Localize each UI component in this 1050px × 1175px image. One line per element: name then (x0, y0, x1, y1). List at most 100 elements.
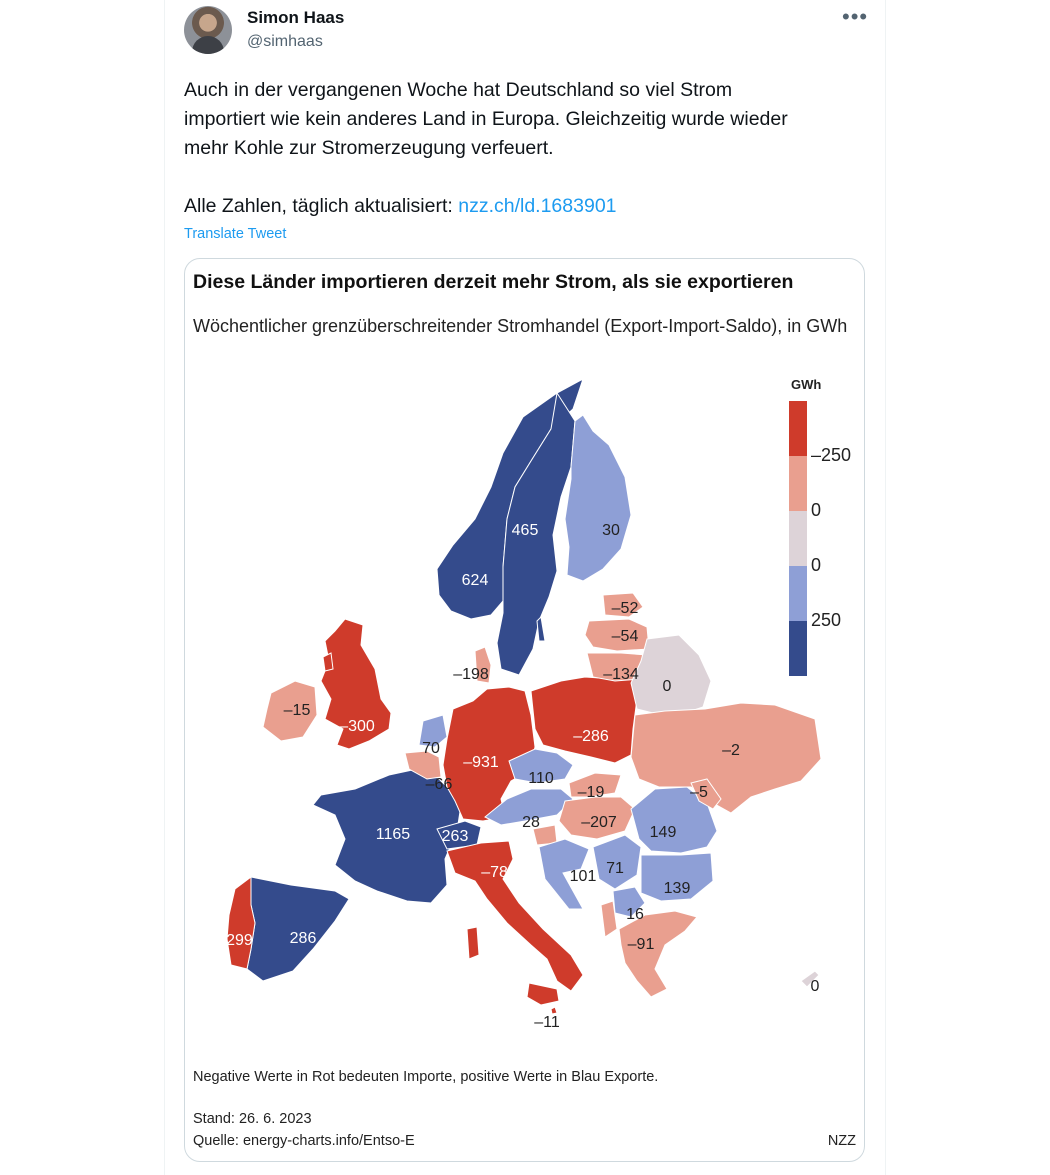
country-poland (530, 674, 638, 764)
value-label-belarus: 0 (663, 678, 672, 695)
value-label-serbia: 71 (606, 860, 624, 877)
country-belgium (404, 750, 442, 780)
value-label-germany: –931 (463, 754, 499, 771)
country-shapes (226, 377, 822, 1015)
country-romania (630, 786, 718, 854)
value-label-poland: –286 (573, 728, 609, 745)
value-label-denmark: –198 (453, 666, 489, 683)
country-ireland (262, 680, 318, 742)
country-netherlands (418, 714, 448, 748)
country-albania (600, 900, 618, 938)
value-label-latvia: –54 (612, 628, 639, 645)
value-label-slovakia: –19 (578, 784, 605, 801)
value-label-spain: 286 (290, 930, 317, 947)
value-label-ireland: –15 (284, 702, 311, 719)
chart-source: Quelle: energy-charts.info/Entso-E (193, 1133, 415, 1149)
chart-note: Negative Werte in Rot bedeuten Importe, … (193, 1069, 659, 1085)
tweet-spacer (184, 163, 864, 192)
value-label-czechia: 110 (528, 770, 554, 787)
more-dots-icon[interactable]: ••• (842, 4, 869, 29)
value-label-uk: –300 (339, 718, 375, 735)
country-moldova (690, 778, 722, 810)
legend-swatch (789, 566, 807, 621)
value-label-cyprus: 0 (811, 978, 820, 995)
value-label-romania: 149 (650, 824, 677, 841)
country-slovakia (568, 772, 622, 798)
chart-card[interactable]: Diese Länder importieren derzeit mehr St… (184, 258, 865, 1162)
country-spain (246, 876, 350, 982)
country-portugal (226, 876, 256, 970)
country-austria (484, 788, 574, 826)
country-switzerland (436, 820, 482, 850)
value-label-italy: –780 (481, 864, 517, 881)
value-label-lithuania: –134 (603, 666, 639, 683)
country-ukraine (630, 702, 822, 814)
value-label-switzerland: 263 (442, 828, 469, 845)
author-handle[interactable]: @simhaas (247, 33, 323, 50)
link-prefix: Alle Zahlen, täglich aktualisiert: (184, 195, 459, 217)
legend-label: –250 (811, 445, 851, 465)
tweet-text: Auch in der vergangenen Woche hat Deutsc… (184, 76, 864, 221)
value-label-netherlands: 70 (422, 740, 440, 757)
country-croatia (538, 838, 590, 910)
value-label-hungary: –207 (581, 814, 617, 831)
legend-swatch (789, 511, 807, 566)
country-czechia (508, 748, 574, 784)
value-label-portugal: –299 (217, 932, 253, 949)
map-legend: GWh –250 0 0 250 (789, 377, 851, 676)
country-hungary (558, 796, 636, 840)
chart-date: Stand: 26. 6. 2023 (193, 1111, 312, 1127)
value-label-croatia: 101 (570, 868, 597, 885)
legend-label: 250 (811, 610, 841, 630)
europe-map: GWh –250 0 0 250 –15 –300 70 –66 1165 26… (217, 377, 851, 1031)
chart-brand: NZZ (827, 1133, 856, 1149)
value-label-austria: 28 (522, 814, 540, 831)
value-label-bulgaria: 139 (664, 880, 691, 897)
value-label-moldova: –5 (690, 784, 708, 801)
value-label-north-macedonia: 16 (626, 906, 644, 923)
country-latvia (584, 618, 650, 652)
value-label-ukraine: –2 (722, 742, 740, 759)
country-estonia (602, 592, 644, 618)
value-label-estonia: –52 (612, 600, 639, 617)
value-label-sweden: 465 (512, 522, 539, 539)
legend-swatch (789, 621, 807, 676)
country-sardinia (466, 926, 480, 960)
value-label-malta: –11 (534, 1014, 560, 1031)
legend-label: 0 (811, 555, 821, 575)
legend-swatch (789, 456, 807, 511)
country-malta (550, 1006, 558, 1015)
country-serbia (592, 834, 642, 890)
country-cyprus (800, 970, 820, 988)
tweet-line: Auch in der vergangenen Woche hat Deutsc… (184, 79, 733, 101)
tweet-line: importiert wie kein anderes Land in Euro… (184, 108, 788, 130)
avatar[interactable] (184, 6, 232, 54)
tweet-link-line: Alle Zahlen, täglich aktualisiert: nzz.c… (184, 192, 864, 221)
country-uk-islands (322, 652, 334, 672)
value-label-france: 1165 (376, 826, 411, 843)
value-label-norway: 624 (462, 572, 489, 589)
country-italy (446, 840, 584, 992)
value-label-finland: 30 (602, 522, 620, 539)
tweet-line: mehr Kohle zur Stromerzeugung verfeuert. (184, 137, 554, 159)
country-greece (618, 910, 698, 998)
timeline-column (164, 0, 886, 1175)
chart-subtitle: Wöchentlicher grenzüberschreitender Stro… (193, 316, 848, 336)
country-bulgaria (640, 852, 714, 902)
author-name[interactable]: Simon Haas (247, 8, 345, 27)
legend-swatch (789, 401, 807, 456)
country-denmark (474, 646, 492, 684)
country-sweden (496, 391, 576, 676)
legend-title: GWh (791, 377, 821, 392)
translate-tweet-link[interactable]: Translate Tweet (184, 226, 287, 242)
value-label-belgium: –66 (426, 776, 453, 793)
chart-title: Diese Länder importieren derzeit mehr St… (193, 271, 794, 293)
value-labels: –15 –300 70 –66 1165 263 –931 110 –780 2… (217, 522, 819, 1031)
country-finland (564, 414, 632, 582)
value-label-greece: –91 (628, 936, 655, 953)
country-sweden-island (536, 615, 546, 642)
legend-label: 0 (811, 500, 821, 520)
article-link[interactable]: nzz.ch/ld.1683901 (458, 195, 617, 217)
country-germany (442, 686, 536, 822)
country-sicily (526, 982, 560, 1006)
